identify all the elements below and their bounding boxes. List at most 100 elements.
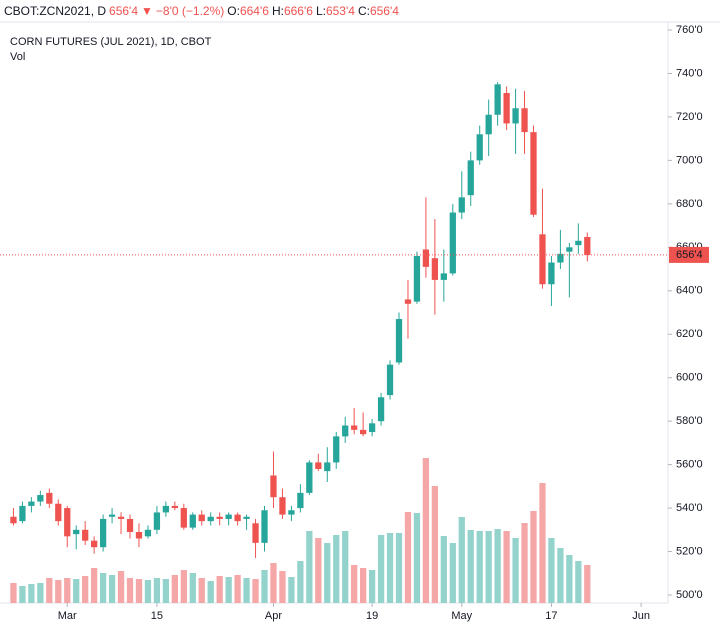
low: 653'4 [325, 4, 355, 18]
candle-body [46, 492, 53, 504]
candle-body [521, 108, 528, 133]
volume-bar [521, 523, 528, 603]
candle-body [333, 436, 340, 463]
candle-body [64, 508, 71, 537]
volume-bar [360, 568, 367, 603]
candle-body [476, 134, 483, 161]
volume-bar [225, 577, 232, 603]
volume-bar [288, 577, 295, 603]
header: CBOT:ZCN2021, D 656'4 ▼ −8'0 (−1.2%) O:664'6… [4, 4, 402, 18]
volume-bar [530, 511, 537, 603]
candle-body [440, 273, 447, 280]
candle-body [189, 514, 196, 528]
candle-body [360, 429, 367, 435]
candle-body [261, 510, 268, 543]
volume-bar [234, 575, 241, 603]
volume-bar [144, 580, 152, 603]
o-label: O: [227, 4, 240, 18]
l-label: L: [315, 4, 326, 18]
x-tick-label: 15 [151, 610, 163, 622]
candle-body [306, 462, 313, 493]
y-tick-label: 500'0 [676, 589, 703, 601]
volume-bar [64, 578, 71, 603]
last-price-box [669, 246, 709, 263]
candle-body [126, 518, 134, 532]
volume-bar [28, 584, 35, 603]
volume-bar [297, 561, 304, 603]
volume-bar [243, 578, 250, 603]
y-tick-label: 580'0 [676, 415, 703, 427]
candle-body [324, 462, 331, 472]
change: −8'0 (−1.2%) [155, 4, 225, 18]
volume-bar [46, 578, 53, 603]
candle-body [377, 397, 385, 422]
y-tick-label: 740'0 [676, 67, 703, 79]
candle-body [467, 160, 474, 196]
candle-body [351, 425, 358, 430]
x-tick-label: 17 [545, 610, 557, 622]
y-tick-label: 520'0 [676, 545, 703, 557]
y-tick-label: 760'0 [676, 24, 703, 36]
volume-bar [252, 579, 259, 603]
candle-body [485, 114, 492, 135]
candle-body [252, 523, 259, 543]
volume-bar [386, 533, 394, 603]
candle-body [449, 212, 456, 274]
open: 664'6 [239, 4, 269, 18]
volume-bar [458, 517, 465, 603]
candle-body [198, 514, 205, 522]
volume-bar [548, 538, 555, 603]
volume-bar [395, 533, 403, 603]
candle-body [19, 505, 26, 522]
candle-body [342, 425, 349, 437]
candle-body [288, 510, 295, 515]
volume-bar [467, 530, 474, 603]
volume-bar [333, 535, 340, 603]
volume-bar [315, 538, 322, 603]
price: 656'4 [109, 4, 139, 18]
chart-title: CORN FUTURES (JUL 2021), 1D, CBOT [10, 36, 212, 48]
candle-body [108, 514, 116, 517]
volume-bar [539, 483, 546, 603]
candle-body [171, 505, 178, 509]
y-tick-label: 720'0 [676, 111, 703, 123]
volume-bar [19, 586, 26, 603]
volume-bar [82, 576, 89, 603]
candle-body [539, 234, 546, 285]
volume-bar [135, 579, 143, 603]
x-tick-label: Mar [58, 610, 77, 622]
volume-bar [73, 579, 80, 603]
candle-body [180, 508, 187, 528]
x-tick-label: Apr [265, 610, 282, 622]
candle-body [55, 503, 62, 522]
volume-bar [404, 512, 412, 603]
volume-bar [566, 555, 573, 603]
volume-bar [37, 583, 44, 603]
y-tick-label: 600'0 [676, 372, 703, 384]
candle-body [10, 516, 17, 524]
volume-bar [557, 548, 564, 603]
candle-body [270, 475, 277, 498]
c-label: C: [357, 4, 370, 18]
arrow: ▼ [141, 4, 153, 18]
volume-bar [10, 583, 17, 603]
candle-body [395, 319, 403, 363]
candle-body [117, 516, 125, 519]
candle-body [584, 236, 591, 255]
y-tick-label: 680'0 [676, 198, 703, 210]
volume-bar [351, 565, 358, 603]
candle-body [386, 364, 394, 396]
high: 666'6 [283, 4, 313, 18]
volume-bar [368, 570, 376, 603]
volume-bar [512, 538, 519, 603]
candle-body [82, 529, 89, 541]
candle-body [431, 258, 439, 280]
candle-body [243, 516, 250, 519]
volume-label: Vol [10, 51, 25, 63]
volume-bar [575, 561, 582, 603]
candle-body [225, 514, 232, 519]
y-tick-label: 620'0 [676, 328, 703, 340]
volume-bar [279, 571, 286, 603]
volume-bar [431, 486, 439, 603]
candle-body [548, 262, 555, 285]
